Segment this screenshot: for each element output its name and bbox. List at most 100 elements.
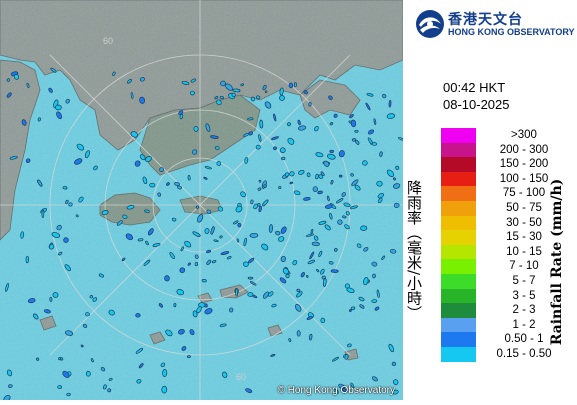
rain-echo	[201, 279, 207, 283]
rain-echo	[169, 251, 175, 260]
rain-echo	[318, 220, 327, 225]
rain-echo	[177, 185, 182, 190]
rain-echo	[232, 220, 239, 225]
rain-echo	[395, 165, 400, 170]
rain-echo	[186, 355, 191, 358]
rain-echo	[317, 190, 323, 195]
radar-map: 60 60 © Hong Kong Observatory	[0, 0, 405, 402]
rain-echo	[326, 195, 330, 202]
rain-echo	[143, 259, 151, 266]
rain-echo	[264, 101, 272, 109]
legend-swatch	[441, 215, 476, 231]
rain-echo	[315, 173, 319, 180]
rain-echo	[64, 264, 72, 272]
rain-echo	[240, 83, 244, 87]
rain-echo	[271, 136, 279, 141]
rain-echo	[210, 135, 219, 139]
rain-echo	[306, 316, 313, 320]
range-label-north: 60	[103, 36, 114, 46]
rain-echo	[297, 119, 301, 126]
rain-echo	[13, 74, 20, 80]
rain-echo	[346, 287, 355, 294]
rain-echo	[367, 129, 375, 135]
rain-echo	[280, 226, 287, 234]
rain-echo	[164, 275, 170, 282]
rain-echo	[336, 198, 344, 204]
rain-echo	[166, 182, 170, 186]
rain-echo	[362, 160, 368, 166]
rain-echo	[149, 182, 156, 188]
rain-echo	[62, 370, 70, 378]
rain-echo	[222, 371, 228, 378]
rain-echo	[351, 138, 357, 142]
rain-echo	[127, 78, 132, 84]
rain-echo	[161, 385, 168, 394]
rain-echo	[6, 369, 13, 377]
rain-echo	[258, 134, 262, 142]
rain-echo	[122, 214, 128, 219]
rain-echo	[300, 272, 305, 278]
rain-echo	[205, 123, 211, 132]
rain-echo	[187, 175, 191, 181]
rain-echoes	[3, 67, 405, 402]
rain-echo	[130, 131, 138, 138]
rain-echo	[248, 257, 255, 264]
rain-echo	[350, 306, 356, 311]
rain-echo	[152, 243, 161, 247]
rain-echo	[315, 152, 324, 158]
rain-echo	[343, 202, 351, 208]
rain-echo	[204, 228, 210, 234]
legend-label: 200 - 300	[499, 143, 549, 156]
rain-echo	[27, 298, 36, 304]
rain-echo	[273, 146, 277, 151]
rain-echo	[179, 267, 186, 274]
rain-echo	[392, 379, 399, 385]
rain-echo	[349, 114, 354, 119]
range-line-diag2	[49, 54, 351, 356]
rain-echo	[320, 317, 326, 324]
rain-echo	[220, 251, 230, 255]
legend-swatch	[441, 288, 476, 304]
rain-echo	[373, 118, 377, 125]
rain-echo	[341, 192, 346, 197]
radar-map-canvas	[0, 0, 405, 402]
rain-echo	[313, 235, 319, 241]
rain-echo	[350, 173, 354, 177]
rain-echo	[25, 255, 29, 264]
legend-label: 0.15 - 0.50	[496, 348, 552, 360]
rain-echo	[367, 137, 373, 145]
rain-echo	[125, 233, 134, 241]
rain-echo	[173, 302, 177, 308]
rain-echo	[243, 133, 250, 137]
rain-echo	[250, 96, 256, 102]
legend-swatch	[441, 347, 476, 362]
rain-echo	[43, 309, 51, 314]
rain-echo	[306, 172, 311, 178]
rain-echo	[189, 90, 195, 96]
rain-echo	[203, 176, 208, 180]
hko-logo-icon	[416, 10, 444, 38]
rain-echo	[320, 171, 325, 177]
rain-echo	[235, 205, 243, 213]
rain-echo	[296, 291, 303, 298]
rain-echo	[330, 269, 339, 273]
rain-echo	[165, 329, 173, 337]
rain-echo	[135, 348, 144, 354]
rain-echo	[160, 362, 166, 368]
rain-echo	[138, 363, 144, 369]
rain-echo	[157, 192, 161, 197]
rain-echo	[144, 209, 150, 213]
rain-echo	[206, 259, 212, 265]
rain-echo	[376, 289, 380, 298]
rain-echo	[145, 155, 152, 163]
rain-echo	[5, 282, 9, 292]
rain-echo	[337, 219, 343, 225]
rain-echo	[51, 232, 61, 238]
rain-echo	[32, 313, 39, 320]
rain-echo	[193, 126, 199, 132]
rain-echo	[314, 126, 319, 132]
rain-echo	[360, 225, 368, 231]
rain-echo	[363, 277, 369, 286]
legend-label: >300	[511, 129, 537, 141]
rain-echo	[108, 377, 113, 381]
